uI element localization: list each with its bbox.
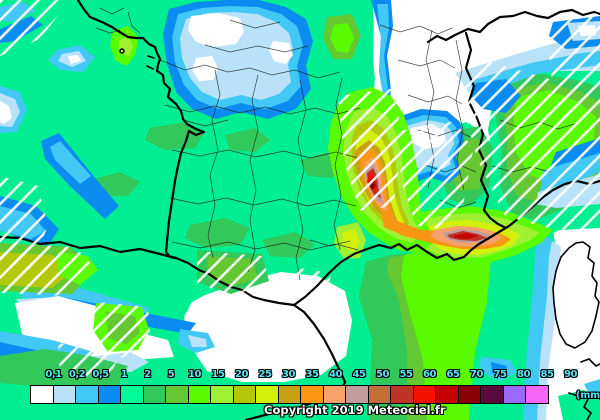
legend-box-10 bbox=[255, 385, 279, 404]
legend-tick-10: 10 bbox=[188, 369, 201, 380]
legend-tick-80: 80 bbox=[517, 369, 530, 380]
legend-tick-50: 50 bbox=[376, 369, 389, 380]
legend-tick-45: 45 bbox=[352, 369, 366, 380]
legend-box-20 bbox=[480, 385, 504, 404]
legend-box-1 bbox=[52, 385, 76, 404]
legend-tick-70: 70 bbox=[470, 369, 483, 380]
legend-tick-55: 55 bbox=[399, 369, 413, 380]
legend-box-7 bbox=[187, 385, 211, 404]
legend-box-19 bbox=[457, 385, 481, 404]
legend-box-3 bbox=[97, 385, 121, 404]
legend-box-13 bbox=[322, 385, 346, 404]
legend-box-6 bbox=[165, 385, 189, 404]
legend-tick-65: 65 bbox=[446, 369, 460, 380]
legend-box-4 bbox=[120, 385, 144, 404]
legend-tick-0,1: 0,1 bbox=[45, 369, 62, 380]
legend-tick-75: 75 bbox=[493, 369, 507, 380]
legend-box-11 bbox=[277, 385, 301, 404]
legend-box-2 bbox=[75, 385, 99, 404]
legend-boxes bbox=[30, 385, 549, 404]
legend-tick-0,2: 0,2 bbox=[68, 369, 86, 380]
legend-tick-35: 35 bbox=[305, 369, 319, 380]
legend-tick-30: 30 bbox=[282, 369, 295, 380]
legend-box-15 bbox=[367, 385, 391, 404]
legend-box-8 bbox=[210, 385, 234, 404]
legend-tick-5: 5 bbox=[167, 369, 175, 380]
legend-tick-2: 2 bbox=[144, 369, 151, 380]
legend-box-17 bbox=[412, 385, 436, 404]
copyright-label: Copyright 2019 Meteociel.fr bbox=[264, 403, 446, 417]
legend-tick-0,5: 0,5 bbox=[92, 369, 109, 380]
legend-tick-90: 90 bbox=[564, 369, 577, 380]
legend-box-9 bbox=[232, 385, 256, 404]
legend-tick-20: 20 bbox=[235, 369, 248, 380]
legend-tick-25: 25 bbox=[258, 369, 272, 380]
legend-box-5 bbox=[142, 385, 166, 404]
unit-label: (mm/6h bbox=[576, 390, 600, 401]
legend-box-21 bbox=[502, 385, 526, 404]
legend-box-12 bbox=[300, 385, 324, 404]
legend-box-22 bbox=[525, 385, 549, 404]
legend-box-16 bbox=[390, 385, 414, 404]
legend-tick-85: 85 bbox=[540, 369, 554, 380]
legend-box-0 bbox=[30, 385, 54, 404]
legend-tick-40: 40 bbox=[329, 369, 342, 380]
hatched-overlay bbox=[0, 0, 600, 379]
legend-box-18 bbox=[435, 385, 459, 404]
legend-box-14 bbox=[345, 385, 369, 404]
legend-tick-1: 1 bbox=[120, 369, 128, 380]
legend-tick-60: 60 bbox=[423, 369, 436, 380]
legend-tick-15: 15 bbox=[211, 369, 225, 380]
